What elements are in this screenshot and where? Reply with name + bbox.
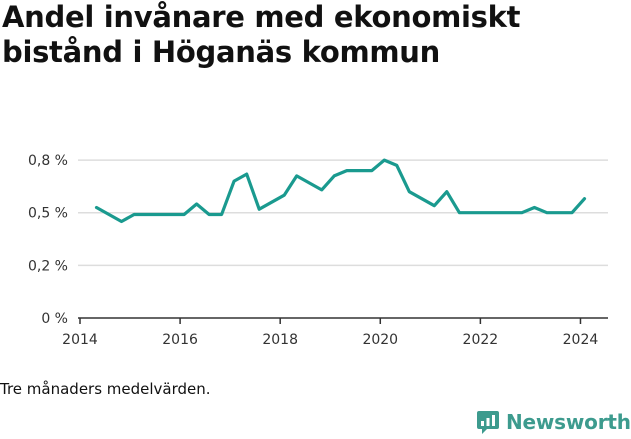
x-tick-label: 2020 <box>362 332 398 348</box>
gridlines <box>78 159 608 267</box>
series-layer <box>94 158 587 224</box>
x-tick-label: 2024 <box>563 332 599 348</box>
x-axis-ticks: 2014 2016 2018 2020 2022 2024 <box>62 318 598 348</box>
chart-title: Andel invånare med ekonomiskt bistånd i … <box>2 0 521 69</box>
y-tick-label: 0 % <box>41 311 68 327</box>
y-axis-ticks: 0 % 0,2 % 0,5 % 0,8 % <box>28 153 68 327</box>
newsworthy-bar-chart-icon <box>477 411 499 434</box>
x-tick-label: 2022 <box>463 332 499 348</box>
series-line <box>94 158 587 224</box>
y-tick-label: 0,8 % <box>28 153 68 169</box>
line-chart: 0 %0,2 %0,5 %0,8 % 2014 2016 2018 2020 2022 2… <box>28 153 608 348</box>
y-tick-label: 0,5 % <box>28 206 68 222</box>
newsworthy-logo: Newsworthy <box>476 407 631 437</box>
x-tick-label: 2016 <box>162 332 198 348</box>
x-tick-label: 2014 <box>62 332 98 348</box>
chart-note: Tre månaders medelvärden. <box>0 380 211 398</box>
brand-name: Newsworthy <box>506 410 631 434</box>
x-tick-label: 2018 <box>262 332 298 348</box>
y-tick-label: 0,2 % <box>28 258 68 274</box>
